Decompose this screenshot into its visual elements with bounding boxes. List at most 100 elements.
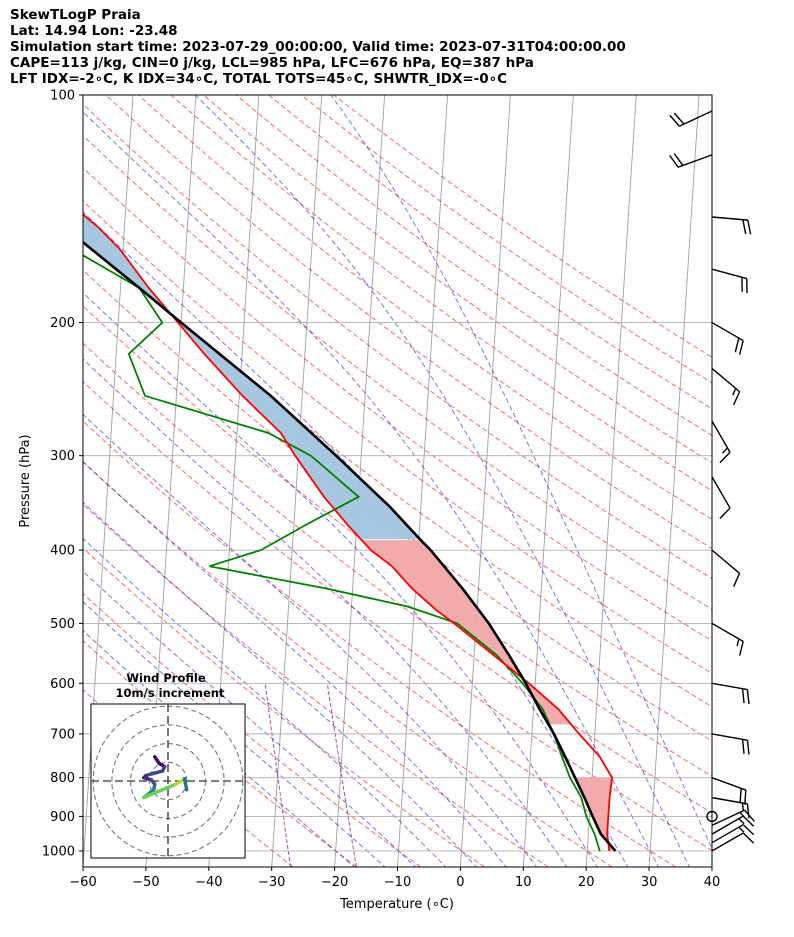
wind-barb [711,733,750,755]
wind-barb [711,420,731,464]
x-tick-label: −50 [132,875,159,890]
wind-barb [669,153,713,168]
isotherm-line [522,95,574,867]
barb-staff [711,809,745,827]
moist-adiabat [83,358,568,867]
barb-half [741,802,744,811]
moist-adiabat [83,292,598,867]
barb-full [744,809,755,822]
x-tick-label: −10 [384,875,411,890]
dry-adiabat [83,639,358,867]
barb-full [742,219,747,235]
barb-full [719,451,731,464]
cape-shading [83,214,420,540]
dry-adiabat [83,134,712,610]
barb-half [738,818,745,825]
barb-full [739,788,742,803]
mixing-ratio-lines [264,683,357,867]
wind-barb [711,321,744,355]
dry-adiabat [83,200,712,674]
wind-barb [711,809,755,827]
y-tick-label: 500 [50,617,75,632]
profiles [83,213,617,852]
isotherm-line [271,95,323,867]
moist-adiabat [83,460,507,867]
inset-segment [182,777,189,792]
barb-staff [711,321,744,342]
barb-full [746,689,750,705]
mixing-ratio-line [326,683,357,867]
wind-barb [669,110,713,127]
wind-barb [711,622,744,656]
title-times: Simulation start time: 2023-07-29_00:00:… [10,39,626,55]
inset-segment [142,782,178,800]
moist-adiabat [83,111,660,867]
inset-grid [91,704,245,858]
y-tick-label: 100 [50,89,75,104]
y-axis-ticks: 1000 900 800 700 600 500 400 300 200 100 [42,89,83,859]
barb-staff [711,420,731,453]
dry-adiabat [83,461,613,867]
isotherm-line [459,95,511,867]
wind-barb [706,810,718,823]
wind-barb [711,682,750,705]
x-tick-label: 20 [578,875,595,890]
x-tick-label: −60 [69,875,96,890]
barb-full [742,832,755,844]
barb-full [738,340,744,355]
barb-half [721,447,729,454]
title-station: SkewTLogP Praia [10,7,141,23]
inset-title: Wind Profile [126,671,206,685]
barb-staff [711,476,731,509]
barb-full [673,153,684,166]
wind-barb [711,367,741,406]
barb-staff [677,154,713,168]
wind-barb [711,777,747,805]
dry-adiabat [203,95,712,464]
moist-adiabat [83,629,355,867]
temperature-line [83,213,614,852]
wind-barb [711,824,755,844]
moist-adiabat [83,501,477,867]
x-tick-label: −30 [258,875,285,890]
barb-staff [711,216,748,221]
x-axis-ticks: −60 −50 −40 −30 −20 −10 0 10 20 30 40 [69,867,720,890]
x-tick-label: 40 [704,875,721,890]
calm-circle [706,810,718,823]
x-tick-label: 10 [515,875,532,890]
parcel-line [83,240,617,852]
barb-half [732,388,737,396]
barb-full [747,219,752,235]
barb-full [733,391,741,406]
barb-staff [711,824,744,844]
dry-adiabat [170,95,712,492]
wind-barb [711,216,752,235]
title-block: SkewTLogP Praia Lat: 14.94 Lon: -23.48 S… [10,7,626,87]
y-tick-label: 800 [50,771,75,786]
wind-barb [711,815,755,835]
dry-adiabat [83,380,712,851]
x-axis-label: Temperature (∘C) [339,897,454,912]
y-tick-label: 200 [50,316,75,331]
barb-full [746,803,750,819]
moist-adiabat [330,95,712,850]
wind-barb [711,796,750,819]
barb-half [739,811,746,819]
moist-adiabat [194,95,690,867]
y-tick-label: 1000 [42,844,75,859]
wind-barb [711,832,755,852]
dewpoint-line [83,254,601,852]
barb-full [733,573,741,587]
dry-adiabat [83,305,712,777]
x-tick-label: −40 [195,875,222,890]
y-tick-label: 600 [50,677,75,692]
moist-adiabat [83,413,538,867]
barb-full [742,815,755,827]
barb-half [738,826,745,833]
moist-adiabat [83,601,386,867]
barb-staff [679,110,713,127]
y-tick-label: 300 [50,449,75,464]
barb-full [742,824,755,836]
dry-adiabat [83,547,485,867]
